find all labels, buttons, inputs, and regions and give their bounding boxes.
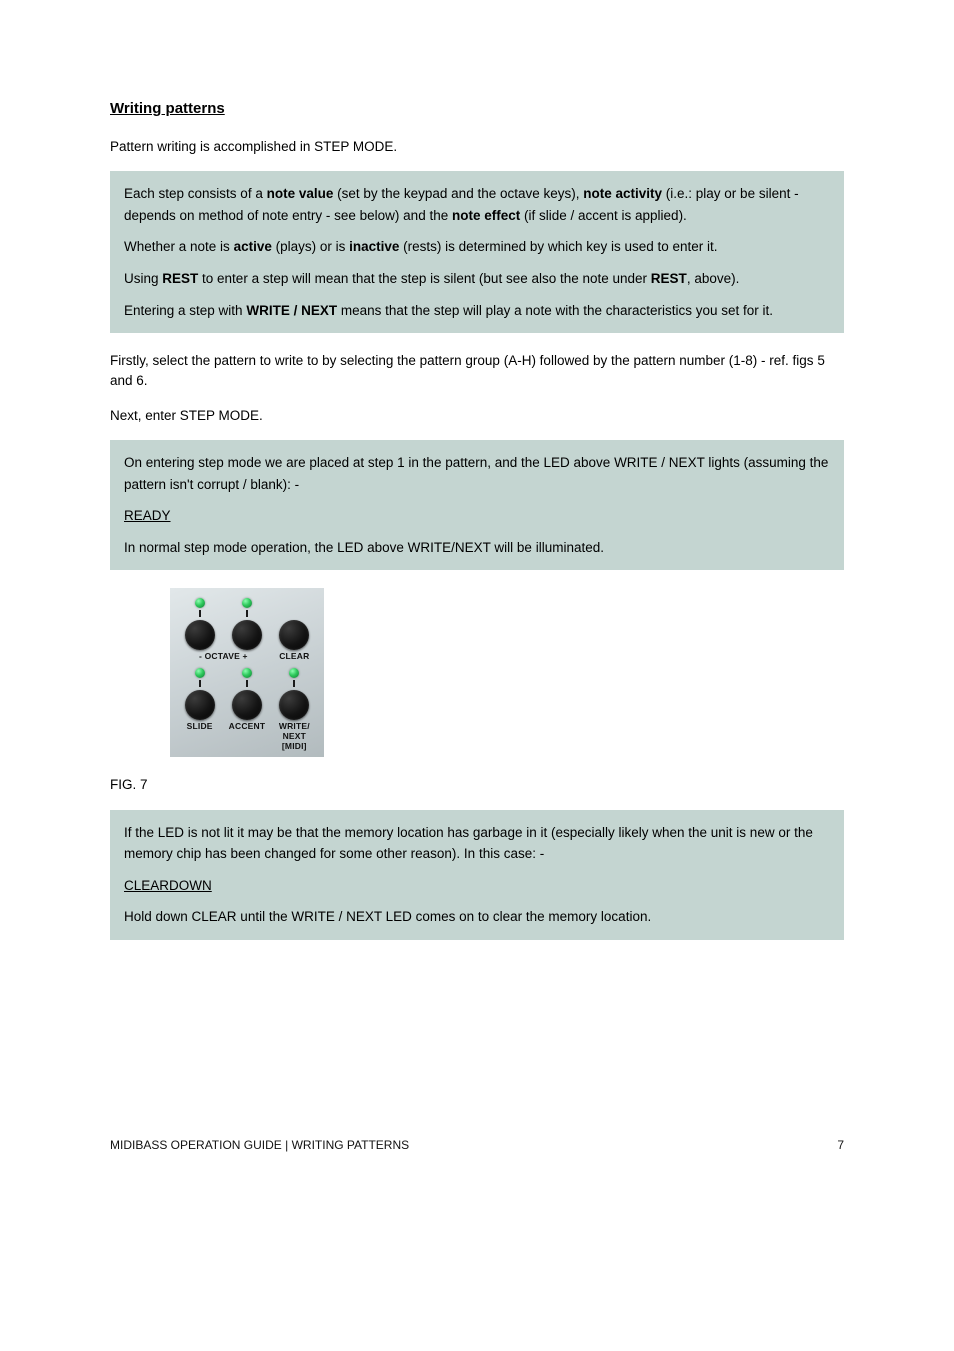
box1-line1: Each step consists of a note value (set … — [124, 183, 830, 226]
text: (set by the keypad and the octave keys), — [333, 186, 583, 201]
write-text: WRITE/ — [279, 721, 310, 731]
octave-text: OCTAVE — [205, 651, 240, 661]
led-accent — [242, 668, 252, 678]
text: Each step consists of a — [124, 186, 267, 201]
box3-line2: Hold down CLEAR until the WRITE / NEXT L… — [124, 906, 830, 928]
text: Whether a note is — [124, 239, 234, 254]
tick — [199, 680, 201, 687]
intro-paragraph: Pattern writing is accomplished in STEP … — [110, 137, 844, 157]
box1-line3: Using REST to enter a step will mean tha… — [124, 268, 830, 290]
accent-button[interactable] — [232, 690, 262, 720]
text: to enter a step will mean that the step … — [198, 271, 651, 286]
slide-label: SLIDE — [176, 722, 223, 751]
led-octave-up — [242, 598, 252, 608]
term: WRITE / NEXT — [246, 303, 337, 318]
page-number: 7 — [837, 1138, 844, 1152]
term: inactive — [349, 239, 399, 254]
panel-row-1-labels: - OCTAVE + CLEAR — [176, 652, 318, 662]
accent-label: ACCENT — [223, 722, 270, 751]
text: means that the step will play a note wit… — [337, 303, 773, 318]
box2-ready: READY — [124, 505, 830, 527]
write-next-button[interactable] — [279, 690, 309, 720]
paragraph-2: Next, enter STEP MODE. — [110, 406, 844, 426]
panel-row-2-labels: SLIDE ACCENT WRITE/ NEXT [MIDI] — [176, 722, 318, 751]
tick — [246, 610, 248, 617]
octave-label: - OCTAVE + — [176, 652, 271, 662]
led-write-next — [289, 668, 299, 678]
octave-down-button[interactable] — [185, 620, 215, 650]
plus: + — [243, 651, 248, 661]
term: note activity — [583, 186, 662, 201]
panel-row-2-knobs — [176, 690, 318, 720]
next-text: NEXT — [283, 731, 306, 741]
box3-line1: If the LED is not lit it may be that the… — [124, 822, 830, 865]
section-heading: Writing patterns — [110, 100, 844, 117]
info-box-3: If the LED is not lit it may be that the… — [110, 810, 844, 940]
led-octave-down — [195, 598, 205, 608]
led-slide — [195, 668, 205, 678]
footer-text: MIDIBASS OPERATION GUIDE | WRITING PATTE… — [110, 1138, 409, 1152]
cleardown-label: CLEARDOWN — [124, 878, 212, 893]
info-box-2: On entering step mode we are placed at s… — [110, 440, 844, 570]
ready-label: READY — [124, 508, 171, 523]
tick — [293, 680, 295, 687]
text: Using — [124, 271, 162, 286]
term: active — [234, 239, 272, 254]
octave-up-button[interactable] — [232, 620, 262, 650]
text: , above). — [687, 271, 740, 286]
text: (if slide / accent is applied). — [520, 208, 687, 223]
minus: - — [199, 651, 202, 661]
footer: MIDIBASS OPERATION GUIDE | WRITING PATTE… — [110, 1138, 844, 1152]
write-next-label: WRITE/ NEXT [MIDI] — [271, 722, 318, 751]
clear-button[interactable] — [279, 620, 309, 650]
panel-row-2-leds — [176, 668, 318, 688]
midi-text: [MIDI] — [282, 741, 307, 751]
info-box-1: Each step consists of a note value (set … — [110, 171, 844, 333]
term: note effect — [452, 208, 520, 223]
panel-row-1-leds — [176, 598, 318, 618]
box2-line2: In normal step mode operation, the LED a… — [124, 537, 830, 559]
tick — [246, 680, 248, 687]
box3-cleardown: CLEARDOWN — [124, 875, 830, 897]
tick — [199, 610, 201, 617]
box1-line2: Whether a note is active (plays) or is i… — [124, 236, 830, 258]
box2-line1: On entering step mode we are placed at s… — [124, 452, 830, 495]
figure-label: FIG. 7 — [110, 775, 844, 795]
text: Entering a step with — [124, 303, 246, 318]
text: (rests) is determined by which key is us… — [399, 239, 717, 254]
term: REST — [162, 271, 198, 286]
slide-button[interactable] — [185, 690, 215, 720]
paragraph-1: Firstly, select the pattern to write to … — [110, 351, 844, 392]
hardware-panel: - OCTAVE + CLEAR SLIDE ACCENT WRITE/ NEX… — [170, 588, 324, 757]
term: note value — [267, 186, 334, 201]
panel-row-1-knobs — [176, 620, 318, 650]
text: (plays) or is — [272, 239, 349, 254]
term: REST — [651, 271, 687, 286]
box1-line4: Entering a step with WRITE / NEXT means … — [124, 300, 830, 322]
clear-label: CLEAR — [271, 652, 318, 662]
